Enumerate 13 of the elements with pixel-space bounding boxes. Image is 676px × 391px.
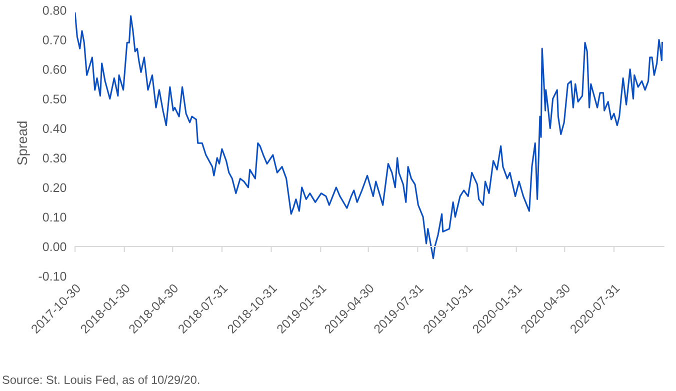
y-tick-label: 0.00 [42,242,66,252]
y-tick-label: 0.20 [42,183,66,192]
y-tick-label: 0.30 [42,154,66,163]
y-tick-label: 0.80 [42,6,66,15]
y-tick-label: 0.60 [42,65,66,74]
line-series [75,12,663,260]
y-tick-label: 0.50 [42,94,66,104]
y-tick-label: 0.40 [42,124,66,133]
y-tick-label: 0.70 [42,36,66,44]
y-tick-label: -0.10 [38,272,66,281]
y-tick-label: 0.10 [42,212,66,222]
source-note: Source: St. Louis Fed, as of 10/29/20. [2,375,200,386]
y-axis-title: Spread [16,122,30,165]
